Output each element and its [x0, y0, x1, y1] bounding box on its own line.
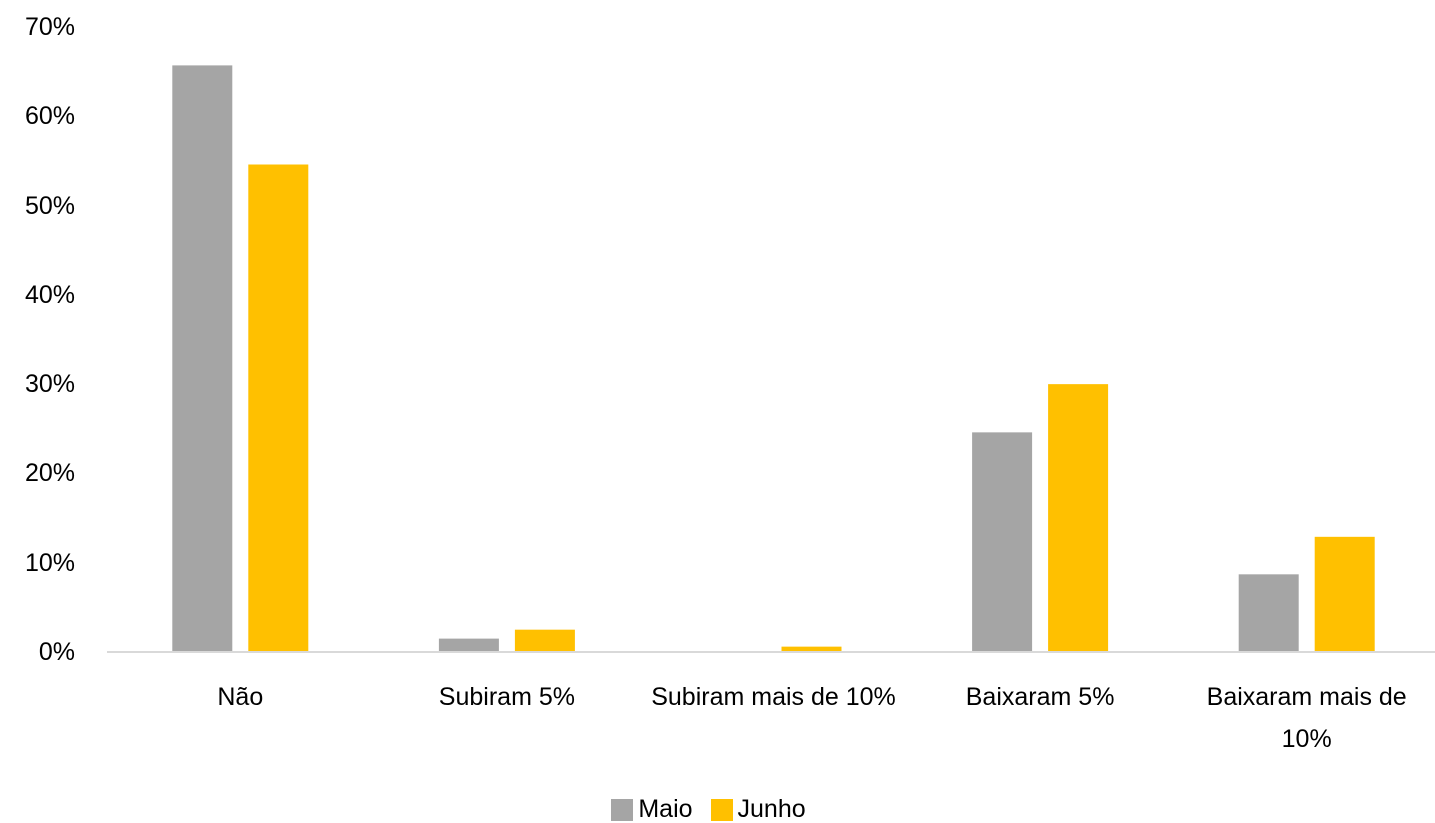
legend-swatch: [710, 798, 733, 821]
bar: [248, 164, 309, 652]
legend-label: Junho: [737, 795, 806, 823]
y-tick-label: 0%: [38, 638, 75, 666]
y-tick-label: 60%: [24, 102, 75, 131]
bar: [438, 638, 499, 652]
x-tick-label: Baixaram mais de 10%: [1206, 683, 1407, 753]
legend-item: Junho: [710, 795, 806, 823]
y-tick-label: 30%: [24, 370, 75, 399]
bar: [1238, 574, 1299, 652]
bar: [172, 65, 233, 652]
y-tick-label: 20%: [24, 459, 75, 488]
y-tick-label: 10%: [24, 548, 75, 577]
y-tick-label: 40%: [24, 280, 75, 309]
bar: [1048, 384, 1109, 652]
x-tick-label: Subiram mais de 10%: [651, 683, 896, 711]
legend-swatch: [611, 798, 634, 821]
y-tick-label: 50%: [24, 191, 75, 220]
legend: Maio Junho: [0, 795, 1435, 823]
bar: [514, 629, 575, 652]
bar: [781, 646, 842, 652]
bar: [1314, 536, 1375, 652]
x-tick-label: Não: [217, 683, 264, 711]
bar: [972, 432, 1033, 652]
legend-item: Maio: [611, 795, 693, 823]
legend-label: Maio: [638, 795, 693, 823]
x-tick-label: Subiram 5%: [438, 683, 575, 711]
y-tick-label: 70%: [24, 13, 75, 41]
x-tick-label: Baixaram 5%: [965, 683, 1115, 711]
